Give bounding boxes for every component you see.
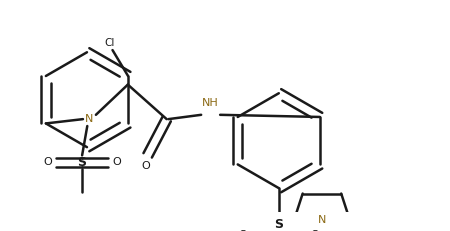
Text: O: O	[112, 157, 121, 167]
Text: O: O	[238, 230, 247, 231]
Text: N: N	[318, 215, 326, 225]
Text: O: O	[43, 157, 52, 167]
Text: S: S	[274, 218, 284, 231]
Text: Cl: Cl	[104, 37, 114, 48]
Text: N: N	[85, 114, 93, 124]
Text: O: O	[142, 161, 150, 171]
Text: NH: NH	[202, 98, 219, 108]
Text: O: O	[310, 230, 320, 231]
Text: S: S	[77, 156, 86, 169]
